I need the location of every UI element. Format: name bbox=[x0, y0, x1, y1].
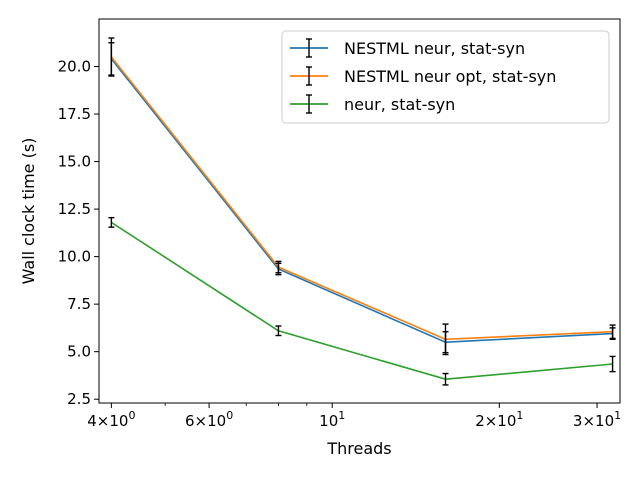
error-bar bbox=[275, 325, 282, 337]
x-tick-label: 4×100 bbox=[87, 409, 135, 430]
plot-frame bbox=[98, 18, 621, 404]
x-tick-label: 2×101 bbox=[475, 409, 523, 430]
y-axis-ticks: 2.5 5.0 7.5 10.0 12.5 15.0 17.5 20.0 bbox=[58, 58, 99, 408]
legend-label: neur, stat-syn bbox=[344, 95, 455, 114]
y-tick-label: 15.0 bbox=[58, 153, 91, 171]
error-bar bbox=[275, 260, 282, 274]
error-bar bbox=[108, 216, 115, 228]
series-line-1 bbox=[110, 56, 613, 341]
legend-box bbox=[281, 30, 610, 124]
y-tick-label: 2.5 bbox=[67, 390, 91, 408]
error-bar bbox=[442, 323, 449, 356]
error-bar bbox=[609, 324, 616, 340]
y-tick-label: 17.5 bbox=[58, 105, 91, 123]
legend: NESTML neur, stat-syn NESTML neur opt, st… bbox=[281, 30, 610, 124]
x-tick-label: 101 bbox=[319, 409, 345, 430]
y-tick-label: 10.0 bbox=[58, 248, 91, 266]
error-bar bbox=[108, 37, 115, 77]
y-tick-label: 20.0 bbox=[58, 58, 91, 76]
x-tick-label: 6×100 bbox=[185, 409, 233, 430]
y-tick-label: 5.0 bbox=[67, 343, 91, 361]
plot-area bbox=[98, 18, 621, 404]
series-line-0 bbox=[110, 58, 613, 344]
x-axis-label: Threads bbox=[326, 439, 391, 458]
x-axis-ticks: 4×100 6×100 101 2×101 3×101 bbox=[87, 403, 621, 430]
legend-label: NESTML neur opt, stat-syn bbox=[344, 67, 556, 86]
y-tick-label: 7.5 bbox=[67, 295, 91, 313]
y-tick-label: 12.5 bbox=[58, 200, 91, 218]
legend-label: NESTML neur, stat-syn bbox=[344, 39, 525, 58]
y-axis-label: Wall clock time (s) bbox=[19, 138, 38, 285]
error-bar bbox=[609, 355, 616, 373]
series-line-2 bbox=[110, 221, 613, 381]
x-tick-label: 3×101 bbox=[573, 409, 621, 430]
legend-entry-1: NESTML neur opt, stat-syn bbox=[290, 66, 556, 86]
legend-entry-0: NESTML neur, stat-syn bbox=[290, 38, 525, 58]
error-bar bbox=[442, 372, 449, 386]
legend-entry-2: neur, stat-syn bbox=[290, 94, 455, 114]
